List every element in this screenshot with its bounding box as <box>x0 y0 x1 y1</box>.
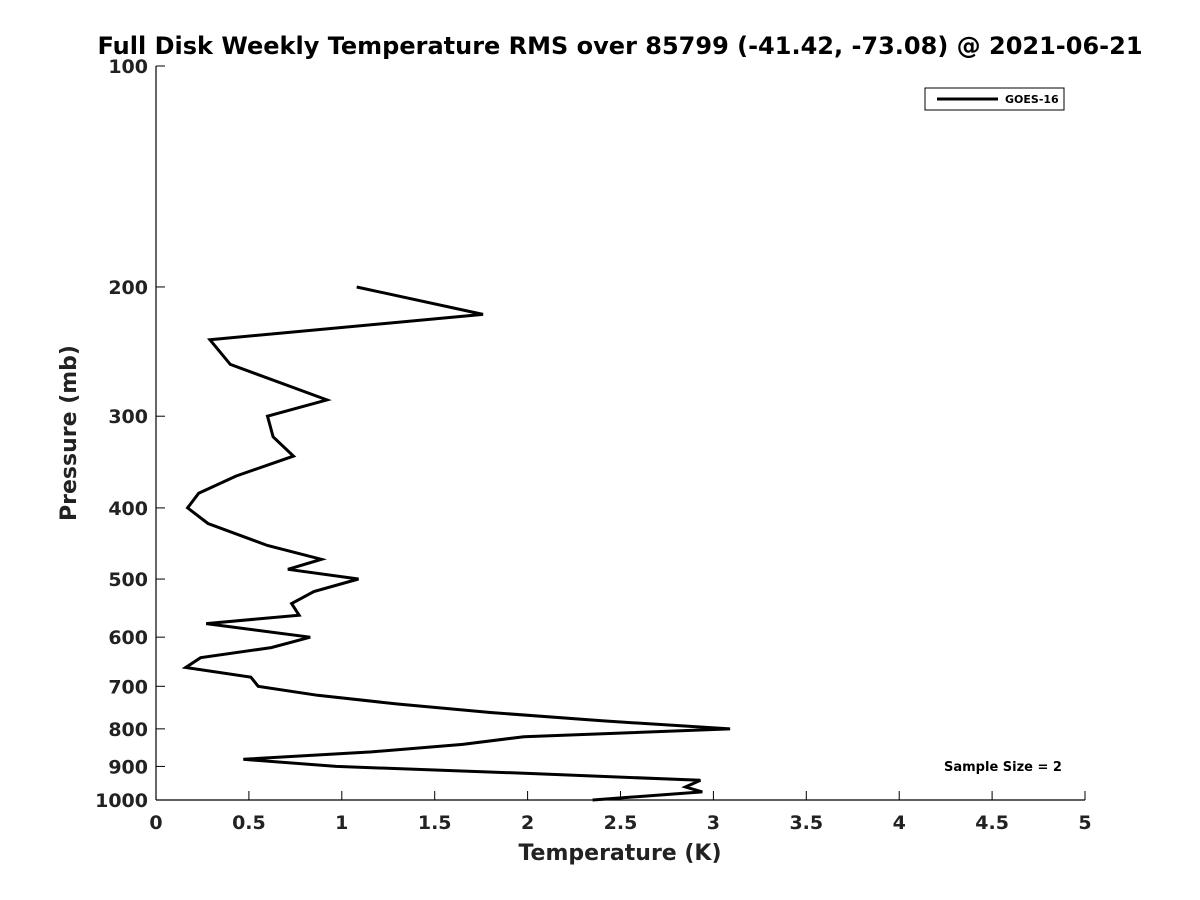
legend: GOES-16 <box>924 87 1065 111</box>
y-tick-label: 400 <box>108 498 148 520</box>
y-tick-label: 900 <box>108 756 148 778</box>
x-tick-label: 1.5 <box>418 812 452 834</box>
x-tick-label: 2.5 <box>604 812 638 834</box>
x-tick-label: 0 <box>149 812 162 834</box>
series-line-goes-16 <box>181 285 731 802</box>
x-tick-label: 3.5 <box>789 812 823 834</box>
x-tick-label: 4.5 <box>975 812 1009 834</box>
y-tick-label: 100 <box>108 56 148 78</box>
x-ticks: 0 0.5 1 1.5 2 2.5 3 3.5 4 4.5 5 <box>149 791 1092 834</box>
x-tick-label: 0.5 <box>232 812 266 834</box>
y-axis-label: Pressure (mb) <box>57 345 82 521</box>
x-tick-label: 3 <box>707 812 720 834</box>
y-tick-label: 200 <box>108 277 148 299</box>
y-tick-label: 800 <box>108 719 148 741</box>
sample-size-annotation: Sample Size = 2 <box>944 760 1062 775</box>
x-tick-label: 2 <box>521 812 534 834</box>
y-tick-label: 500 <box>108 569 148 591</box>
y-tick-label: 600 <box>108 627 148 649</box>
chart-title: Full Disk Weekly Temperature RMS over 85… <box>97 32 1142 60</box>
x-tick-label: 1 <box>335 812 348 834</box>
x-tick-label: 5 <box>1078 812 1091 834</box>
x-tick-label: 4 <box>893 812 906 834</box>
x-axis-label: Temperature (K) <box>518 841 721 866</box>
y-tick-label: 1000 <box>95 790 148 812</box>
legend-label: GOES-16 <box>1005 93 1059 106</box>
y-ticks: 100 200 300 400 500 600 700 800 900 1000 <box>95 56 165 812</box>
y-tick-label: 300 <box>108 406 148 428</box>
y-tick-label: 700 <box>108 676 148 698</box>
axes <box>155 66 1085 801</box>
